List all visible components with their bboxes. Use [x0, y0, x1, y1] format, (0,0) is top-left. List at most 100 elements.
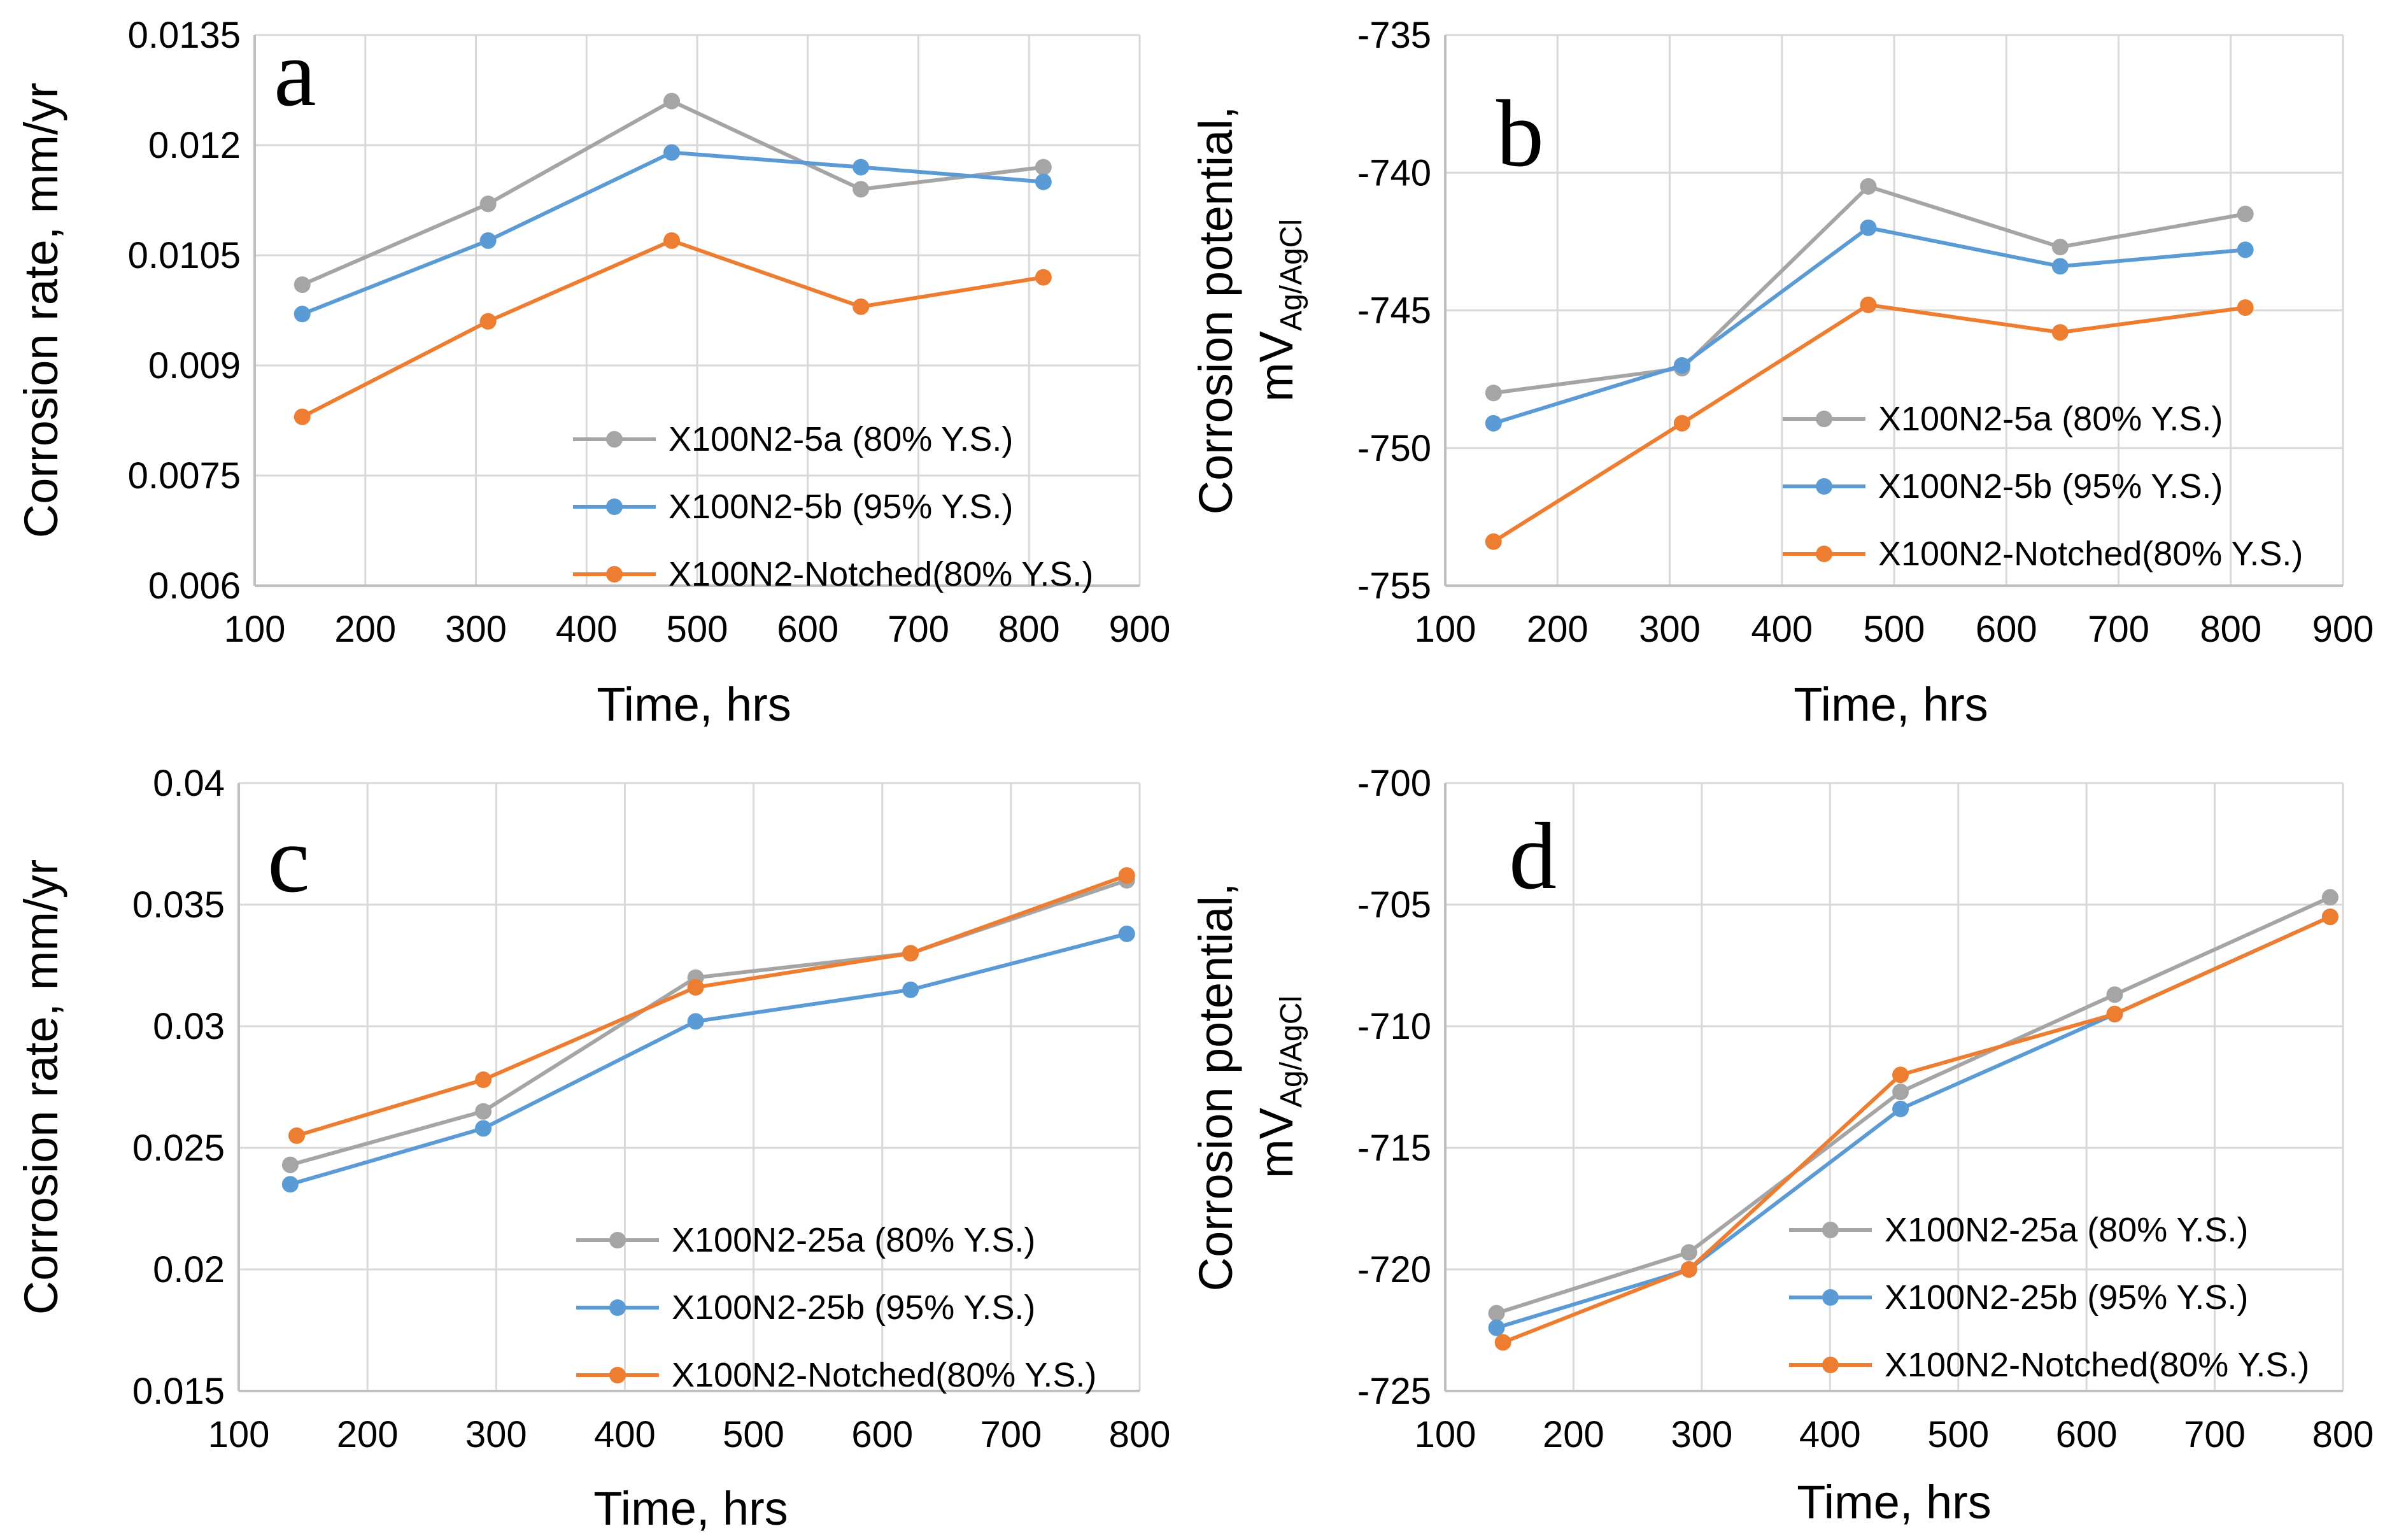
panel-c-x-tick-label: 600 — [851, 1414, 913, 1455]
panel-b-legend-label: X100N2-Notched(80% Y.S.) — [1878, 535, 2303, 573]
panel-b-series — [1485, 178, 2254, 550]
panel-a-data-point — [663, 92, 681, 109]
panel-b-x-axis-title: Time, hrs — [1794, 678, 1988, 731]
panel-c-data-point — [475, 1120, 492, 1137]
panel-d-y-tick-label: -720 — [1357, 1249, 1431, 1290]
panel-a-legend-label: X100N2-Notched(80% Y.S.) — [669, 555, 1093, 593]
panel-a-data-point — [663, 144, 681, 161]
panel-b-data-point — [2237, 241, 2254, 258]
panel-d-legend-marker — [1822, 1222, 1839, 1238]
panel-d-y-axis-title: Corrosion potential, — [1189, 883, 1242, 1292]
panel-d-x-tick-label: 800 — [2312, 1414, 2374, 1455]
panel-a-x-tick-label: 800 — [998, 609, 1060, 650]
panel-b-y-unit-subscript: Ag/AgCl — [1275, 219, 1308, 331]
panel-d-data-point — [2106, 986, 2123, 1003]
panel-b-y-tick-label: -745 — [1357, 290, 1431, 332]
panel-d-x-tick-label: 700 — [2184, 1414, 2246, 1455]
panel-a-axes: 100 200 300 400 500 600 700 800 900 0.006 0.0075 0.… — [128, 15, 1171, 650]
panel-d-y-tick-label: -715 — [1357, 1127, 1431, 1169]
panel-d-x-tick-label: 500 — [1927, 1414, 1989, 1455]
panel-a-y-tick-label: 0.0135 — [128, 15, 241, 56]
panel-c-x-axis-title: Time, hrs — [593, 1482, 788, 1535]
panel-c-y-tick-label: 0.035 — [132, 884, 225, 926]
panel-d-series-line-1 — [1496, 915, 2332, 1330]
panel-d-x-axis-title: Time, hrs — [1797, 1476, 1992, 1529]
panel-d-x-tick-label: 200 — [1543, 1414, 1604, 1455]
panel-a-series — [294, 92, 1052, 425]
panel-a-y-tick-label: 0.0075 — [128, 455, 241, 497]
panel-b-x-tick-label: 200 — [1527, 609, 1589, 650]
panel-a-y-tick-label: 0.009 — [148, 345, 241, 386]
panel-b-chart: 100 200 300 400 500 600 700 800 900 -755 -750 -745 -… — [1189, 15, 2374, 731]
panel-c-data-point — [902, 981, 919, 998]
panel-b-legend-label: X100N2-5a (80% Y.S.) — [1878, 400, 2223, 438]
panel-c-x-tick-label: 800 — [1109, 1414, 1171, 1455]
panel-d-data-point — [2106, 1005, 2123, 1022]
panel-d-data-point — [1892, 1084, 1909, 1101]
panel-b-data-point — [1860, 296, 1877, 313]
panel-a-letter: a — [274, 20, 316, 126]
panel-c-data-point — [687, 1013, 704, 1030]
panel-b-series-line-0 — [1493, 184, 2246, 395]
panel-c-series-line-0 — [290, 878, 1128, 1167]
panel-d-y-tick-label: -725 — [1357, 1371, 1431, 1412]
panel-d-axes: 100 200 300 400 500 600 700 800 -725 -720 -715 -710… — [1357, 763, 2374, 1455]
panel-d-y-tick-label: -700 — [1357, 763, 1431, 804]
panel-a-x-tick-label: 400 — [556, 609, 618, 650]
panel-b-x-tick-label: 900 — [2312, 609, 2374, 650]
panel-d-data-point — [1488, 1304, 1505, 1322]
panel-a-legend-marker — [606, 566, 623, 583]
panel-a-legend: X100N2-5a (80% Y.S.) X100N2-5b (95% Y.S.)… — [573, 420, 1093, 593]
panel-c-legend-label: X100N2-25a (80% Y.S.) — [672, 1221, 1035, 1259]
panel-c-x-tick-label: 300 — [465, 1414, 527, 1455]
panel-c-data-point — [1118, 925, 1135, 942]
panel-b-y-tick-label: -750 — [1357, 428, 1431, 469]
panel-a-data-point — [853, 159, 870, 176]
panel-c-legend-marker — [609, 1299, 626, 1316]
panel-c-y-tick-label: 0.02 — [153, 1249, 225, 1290]
panel-c-data-point — [288, 1127, 305, 1144]
panel-c-data-point — [1118, 867, 1135, 884]
panel-b-data-point — [2051, 324, 2069, 341]
panel-a-data-point — [1035, 173, 1052, 190]
panel-c-legend-marker — [609, 1367, 626, 1383]
panel-a-data-point — [479, 232, 497, 249]
panel-c-y-tick-label: 0.015 — [132, 1371, 225, 1412]
panel-b-x-tick-label: 600 — [1976, 609, 2037, 650]
panel-a-x-tick-label: 900 — [1109, 609, 1171, 650]
panel-c-y-tick-label: 0.025 — [132, 1127, 225, 1169]
panel-c-chart: 100 200 300 400 500 600 700 800 0.015 0.02 0.025 0.… — [15, 763, 1170, 1535]
panel-a-x-tick-label: 300 — [445, 609, 507, 650]
panel-a-series-line-0 — [301, 99, 1044, 286]
panel-a-labels: a Time, hrs Corrosion rate, mm/yr — [15, 20, 791, 731]
panel-d-data-point — [1494, 1334, 1511, 1351]
panel-d-y-unit-subscript: Ag/AgCl — [1275, 996, 1308, 1108]
panel-d-chart: 100 200 300 400 500 600 700 800 -725 -720 -715 -710… — [1189, 763, 2374, 1529]
panel-d-data-point — [1680, 1261, 1697, 1278]
panel-a-data-point — [479, 195, 497, 213]
panel-a-data-point — [853, 298, 870, 315]
panel-a-x-tick-label: 700 — [888, 609, 949, 650]
panel-a-series-line-2 — [301, 238, 1044, 419]
panel-a-y-tick-label: 0.012 — [148, 125, 241, 166]
panel-a-y-tick-label: 0.006 — [148, 565, 241, 607]
panel-d-x-tick-label: 600 — [2056, 1414, 2118, 1455]
panel-d-labels: d Time, hrs Corrosion potential, mVAg/Ag… — [1189, 803, 1992, 1529]
panel-b-legend-marker — [1816, 546, 1832, 562]
panel-d-y-unit-main: mV — [1250, 1107, 1303, 1178]
panel-a-x-tick-label: 100 — [224, 609, 286, 650]
panel-b-data-point — [1485, 385, 1502, 402]
panel-d-data-point — [1680, 1244, 1697, 1261]
panel-c-series-line-1 — [290, 931, 1128, 1187]
panel-c-x-tick-label: 500 — [723, 1414, 784, 1455]
panel-c-y-tick-label: 0.03 — [153, 1006, 225, 1047]
panel-b-data-point — [2051, 239, 2069, 256]
panel-a-data-point — [294, 408, 311, 425]
panel-a-data-point — [853, 181, 870, 198]
panel-c-axes: 100 200 300 400 500 600 700 800 0.015 0.02 0.025 0.… — [132, 763, 1171, 1455]
panel-c-legend-label: X100N2-Notched(80% Y.S.) — [672, 1356, 1096, 1394]
panel-b-x-tick-label: 800 — [2200, 609, 2261, 650]
panel-d-legend-marker — [1822, 1289, 1839, 1306]
panel-b-y-axis-title: Corrosion potential, — [1189, 106, 1242, 515]
